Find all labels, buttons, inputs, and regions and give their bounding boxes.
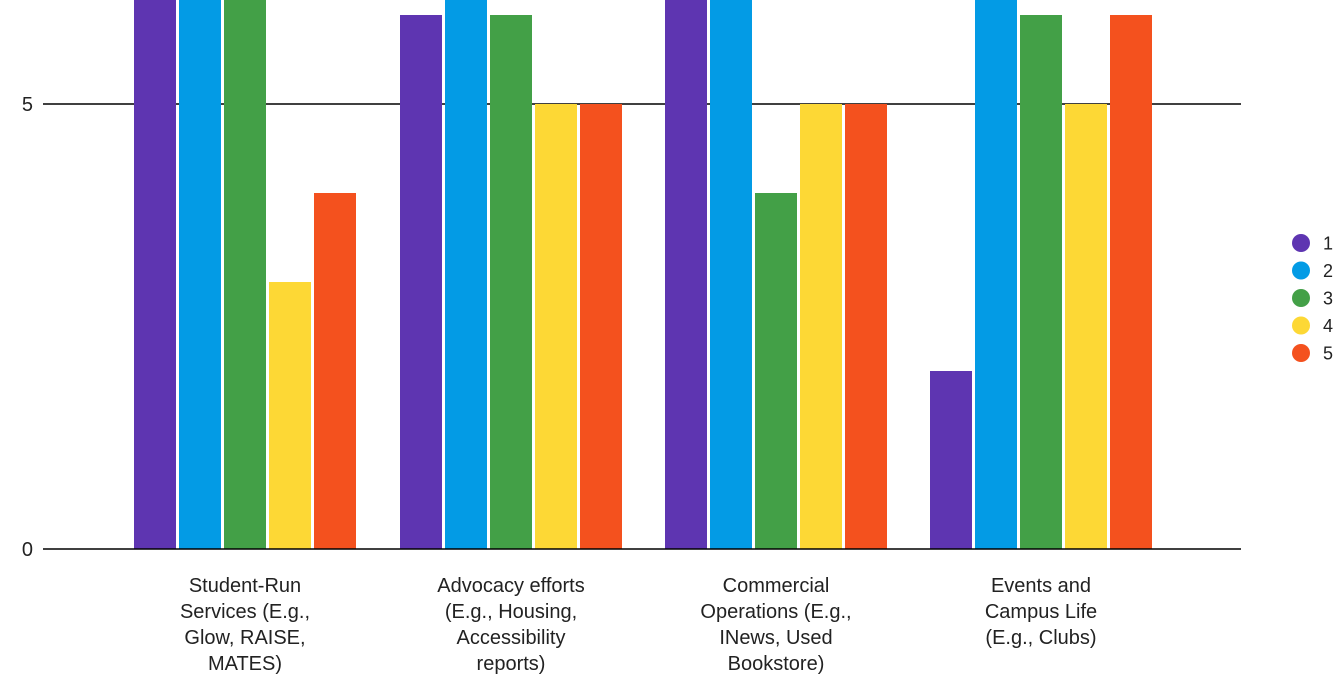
bar-series-1-category-2 <box>400 15 442 549</box>
x-category-label: Operations (E.g., <box>700 601 851 623</box>
legend-swatch <box>1292 261 1310 280</box>
bar-series-3-category-4 <box>1020 15 1062 549</box>
x-category-label: Campus Life <box>985 601 1097 623</box>
y-tick-label: 0 <box>22 539 33 561</box>
legend-label: 5 <box>1323 344 1333 364</box>
x-axis-labels: Student-Run Services (E.g., Glow, RAISE, MA… <box>180 575 1097 675</box>
bar-series-5-category-4 <box>1110 15 1152 549</box>
x-category-label: Student-Run <box>189 575 301 597</box>
legend-swatch <box>1292 289 1310 307</box>
bar-series-5-category-2 <box>580 104 622 549</box>
legend-label: 4 <box>1323 316 1333 336</box>
x-category-label: Commercial <box>723 575 830 597</box>
bar-series-4-category-4 <box>1065 104 1107 549</box>
legend-swatch <box>1292 316 1310 335</box>
legend-swatch <box>1292 234 1310 252</box>
bar-series-4-category-1 <box>269 282 311 549</box>
bar-series-5-category-3 <box>845 104 887 549</box>
y-axis-ticks: 0510 <box>22 94 33 561</box>
legend-label: 3 <box>1323 289 1333 309</box>
x-category-label: INews, Used <box>719 627 832 649</box>
x-category-label: Accessibility <box>457 627 566 649</box>
bar-series-5-category-1 <box>314 193 356 549</box>
legend: 1 2 3 4 5 <box>1292 234 1333 364</box>
x-category-label: reports) <box>477 653 546 675</box>
x-category-label: Events and <box>991 575 1091 597</box>
x-category-label: Advocacy efforts <box>437 575 584 597</box>
bar-series-1-category-3 <box>665 0 707 549</box>
legend-label: 1 <box>1323 234 1333 254</box>
bars <box>134 0 1152 549</box>
y-tick-label: 5 <box>22 94 33 116</box>
x-category-label: Services (E.g., <box>180 601 310 623</box>
x-category-label: Bookstore) <box>728 653 825 675</box>
x-category-label: MATES) <box>208 653 282 675</box>
bar-series-3-category-1 <box>224 0 266 549</box>
legend-swatch <box>1292 344 1310 362</box>
bar-series-3-category-3 <box>755 193 797 549</box>
bar-series-1-category-4 <box>930 371 972 549</box>
bar-series-4-category-3 <box>800 104 842 549</box>
x-category-label: Glow, RAISE, <box>184 627 305 649</box>
bar-series-3-category-2 <box>490 15 532 549</box>
bar-series-2-category-3 <box>710 0 752 549</box>
bar-series-2-category-2 <box>445 0 487 549</box>
bar-series-1-category-1 <box>134 0 176 549</box>
x-category-label: (E.g., Housing, <box>445 601 577 623</box>
bar-series-2-category-1 <box>179 0 221 549</box>
x-category-label: (E.g., Clubs) <box>985 627 1096 649</box>
bar-series-2-category-4 <box>975 0 1017 549</box>
bar-series-4-category-2 <box>535 104 577 549</box>
legend-label: 2 <box>1323 261 1333 281</box>
